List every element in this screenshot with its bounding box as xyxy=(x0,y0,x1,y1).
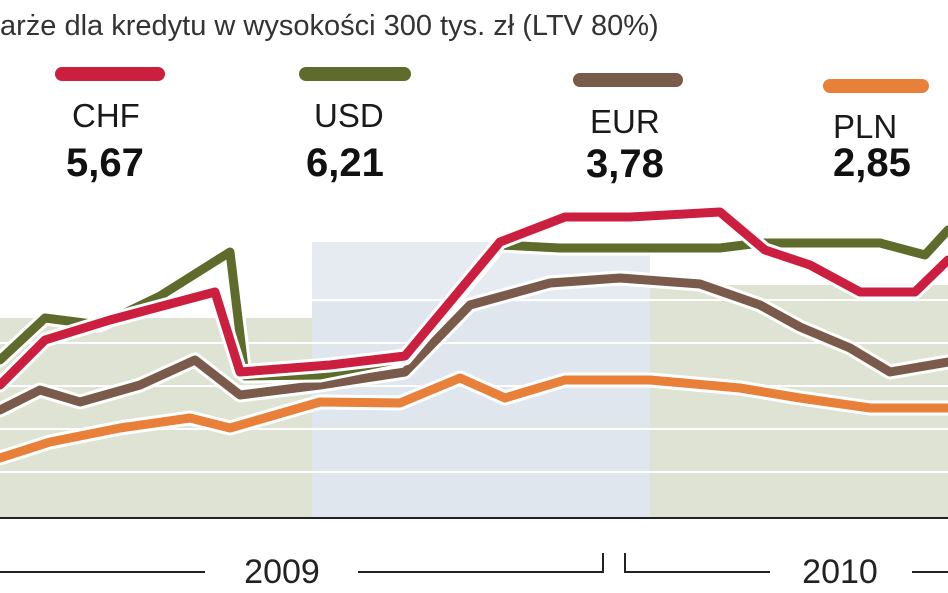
legend-value-usd: 6,21 xyxy=(306,141,384,185)
legend-label-eur: EUR xyxy=(590,103,660,140)
timeline-bracket-2010-left xyxy=(624,553,770,573)
series-line-pln xyxy=(0,373,948,463)
series-line-chf xyxy=(0,207,948,390)
series-group xyxy=(0,204,948,466)
chart-title: arże dla kredytu w wysokości 300 tys. zł… xyxy=(0,10,659,42)
year-label-2009: 2009 xyxy=(244,553,320,591)
year-label-2010: 2010 xyxy=(802,553,878,591)
legend-label-usd: USD xyxy=(314,97,384,134)
legend-value-eur: 3,78 xyxy=(586,142,664,186)
legend-label-pln: PLN xyxy=(833,108,897,145)
timeline-bracket-2009-right xyxy=(358,553,604,573)
legend-value-pln: 2,85 xyxy=(833,141,911,185)
year-timeline: 2009 2010 xyxy=(0,553,948,591)
series-line-eur xyxy=(0,273,948,415)
legend-label-chf: CHF xyxy=(72,97,140,134)
legend-value-chf: 5,67 xyxy=(66,141,144,185)
